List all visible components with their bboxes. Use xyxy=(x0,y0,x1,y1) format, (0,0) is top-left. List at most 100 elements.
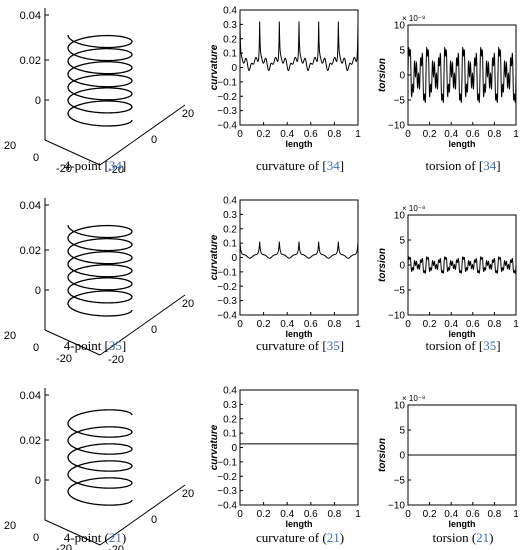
caption-text: ] xyxy=(339,158,345,173)
caption-reference-link[interactable]: 34 xyxy=(483,158,497,173)
x-tick-label: 0 xyxy=(405,319,411,330)
x-tick-label: 0.8 xyxy=(487,319,501,330)
exponent-label: × 10⁻⁸ xyxy=(402,204,425,213)
caption-reference-link[interactable]: 34 xyxy=(108,158,122,173)
caption-text: 4-point [ xyxy=(63,158,109,173)
helix-plot: 0 0.02 0.04 20 0 -20 -20 0 20 xyxy=(4,198,194,366)
x-tick-label: 0.4 xyxy=(280,129,294,140)
x-tick-label: 0.8 xyxy=(327,129,341,140)
x-tick-label: 1 xyxy=(355,319,361,330)
y-tick-label: 20 xyxy=(182,108,194,120)
exponent-label: × 10⁻⁸ xyxy=(402,394,425,403)
x-tick-label: 0.6 xyxy=(466,509,480,520)
x-tick-label: 0.6 xyxy=(466,129,480,140)
x-tick-label: 1 xyxy=(513,319,519,330)
caption-text: ) xyxy=(121,530,127,545)
y-tick-label: 5 xyxy=(399,426,405,437)
plot-frame xyxy=(239,199,359,316)
caption-text: torsion ( xyxy=(432,530,477,545)
z-tick-label: 0.04 xyxy=(20,10,41,22)
y-tick-label: −0.3 xyxy=(217,296,237,307)
x-axis-label: length xyxy=(449,139,476,149)
x-tick-label: 20 xyxy=(4,140,16,152)
x-tick-label: 0.2 xyxy=(423,319,437,330)
y-tick-label: 0.2 xyxy=(223,224,237,235)
plot-frame xyxy=(239,389,359,506)
caption-reference-link[interactable]: 21 xyxy=(108,530,122,545)
z-tick-label: 0.04 xyxy=(20,200,41,212)
panel-caption: 4-point [34] xyxy=(64,158,126,174)
data-line xyxy=(239,241,359,259)
y-tick-label: 0 xyxy=(231,63,237,74)
y-tick-label: −0.4 xyxy=(217,311,237,322)
caption-text: curvature of ( xyxy=(255,530,327,545)
x-tick-label: 0 xyxy=(237,319,243,330)
y-tick-label: −0.2 xyxy=(217,282,237,293)
x-tick-label: 0 xyxy=(405,129,411,140)
x-tick-label: 0.2 xyxy=(257,509,271,520)
panel-caption: curvature of [34] xyxy=(256,158,344,174)
x-axis-label: length xyxy=(286,329,313,339)
caption-text: ] xyxy=(496,338,501,353)
caption-text: ] xyxy=(121,338,127,353)
z-tick-label: 0.02 xyxy=(20,55,41,67)
y-axis xyxy=(99,104,186,166)
x-tick-label: 0.8 xyxy=(487,129,501,140)
x-tick-label: 0.6 xyxy=(466,319,480,330)
z-tick-label: 0 xyxy=(35,285,41,297)
caption-reference-link[interactable]: 35 xyxy=(483,338,497,353)
x-axis-label: length xyxy=(286,519,313,529)
y-tick-label: -20 xyxy=(108,164,124,176)
caption-text: curvature of [ xyxy=(255,338,327,353)
caption-reference-link[interactable]: 21 xyxy=(326,530,340,545)
y-tick-label: −0.1 xyxy=(217,457,237,468)
y-tick-label: 10 xyxy=(394,401,406,412)
x-tick-label: 0.4 xyxy=(280,509,294,520)
y-tick-label: 0.1 xyxy=(223,49,237,60)
caption-reference-link[interactable]: 35 xyxy=(108,338,122,353)
y-tick-label: −0.3 xyxy=(217,486,237,497)
y-tick-label: −0.4 xyxy=(217,501,237,512)
caption-reference-link[interactable]: 21 xyxy=(476,530,490,545)
x-tick-label: 0.2 xyxy=(423,129,437,140)
helix-plot: 0 0.02 0.04 20 0 -20 -20 0 20 xyxy=(4,388,194,550)
x-tick-label: 0 xyxy=(33,532,39,544)
y-tick-label: −0.4 xyxy=(217,121,237,132)
panel-caption: curvature of [35] xyxy=(256,338,344,354)
caption-reference-link[interactable]: 35 xyxy=(326,338,340,353)
y-tick-label: 0 xyxy=(151,324,157,336)
x-axis xyxy=(44,329,101,356)
x-tick-label: 0 xyxy=(33,342,39,354)
y-axis-label: curvature xyxy=(209,234,220,280)
x-tick-label: 20 xyxy=(4,330,16,342)
y-tick-label: 5 xyxy=(399,46,405,57)
caption-reference-link[interactable]: 34 xyxy=(326,158,340,173)
curv-3-plot: 0.40.30.20.10−0.1−0.2−0.3−0.40 0.2 0.4 0.6 0… xyxy=(209,386,361,530)
z-tick-label: 0 xyxy=(35,95,41,107)
x-tick-label: 1 xyxy=(513,129,519,140)
y-tick-label: −0.1 xyxy=(217,267,237,278)
helix-curve xyxy=(67,34,133,127)
curv-1-plot: 0.40.30.20.10−0.1−0.2−0.3−0.40 0.2 0.4 0.6 0… xyxy=(209,6,361,150)
x-tick-label: 0.6 xyxy=(304,129,318,140)
y-axis-label: curvature xyxy=(209,44,220,90)
x-tick-label: 20 xyxy=(4,520,16,532)
y-tick-label: 0.1 xyxy=(223,429,237,440)
x-tick-label: 0 xyxy=(237,509,243,520)
panel-caption: torsion (21) xyxy=(432,530,493,546)
y-tick-label: −0.3 xyxy=(217,106,237,117)
y-tick-label: 0.3 xyxy=(223,20,237,31)
y-tick-label: 0 xyxy=(231,443,237,454)
y-tick-label: 10 xyxy=(394,21,406,32)
z-tick-label: 0.02 xyxy=(20,245,41,257)
caption-text: 4-point ( xyxy=(63,530,109,545)
x-tick-label: 0 xyxy=(237,129,243,140)
x-axis-label: length xyxy=(449,329,476,339)
y-tick-label: −0.2 xyxy=(217,92,237,103)
panel-caption: curvature of (21) xyxy=(256,530,344,546)
caption-text: ] xyxy=(339,338,345,353)
x-tick-label: 0.4 xyxy=(444,129,458,140)
